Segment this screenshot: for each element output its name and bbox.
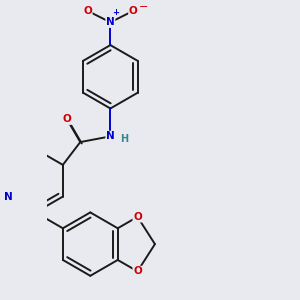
Text: O: O: [133, 212, 142, 222]
Text: −: −: [139, 2, 148, 12]
Text: N: N: [106, 17, 115, 27]
Text: O: O: [129, 6, 138, 16]
Text: O: O: [63, 114, 71, 124]
Text: N: N: [4, 192, 12, 202]
Text: +: +: [112, 8, 120, 16]
Text: O: O: [133, 266, 142, 276]
Text: O: O: [83, 6, 92, 16]
Text: H: H: [120, 134, 128, 144]
Text: N: N: [106, 131, 115, 141]
